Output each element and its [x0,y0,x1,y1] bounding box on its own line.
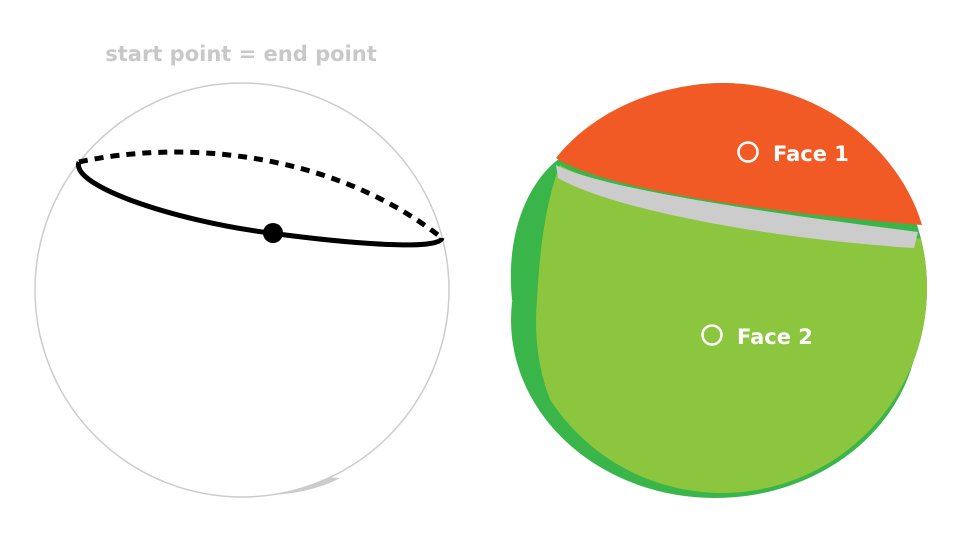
right-sphere: Face 1 Face 2 [400,60,960,540]
start-end-point [263,223,283,243]
face-2-label: Face 2 [737,325,813,349]
left-sphere: start point = end point [35,42,449,497]
face-1-label: Face 1 [773,142,849,166]
left-sphere-outline [35,83,449,497]
left-caption: start point = end point [105,42,376,66]
